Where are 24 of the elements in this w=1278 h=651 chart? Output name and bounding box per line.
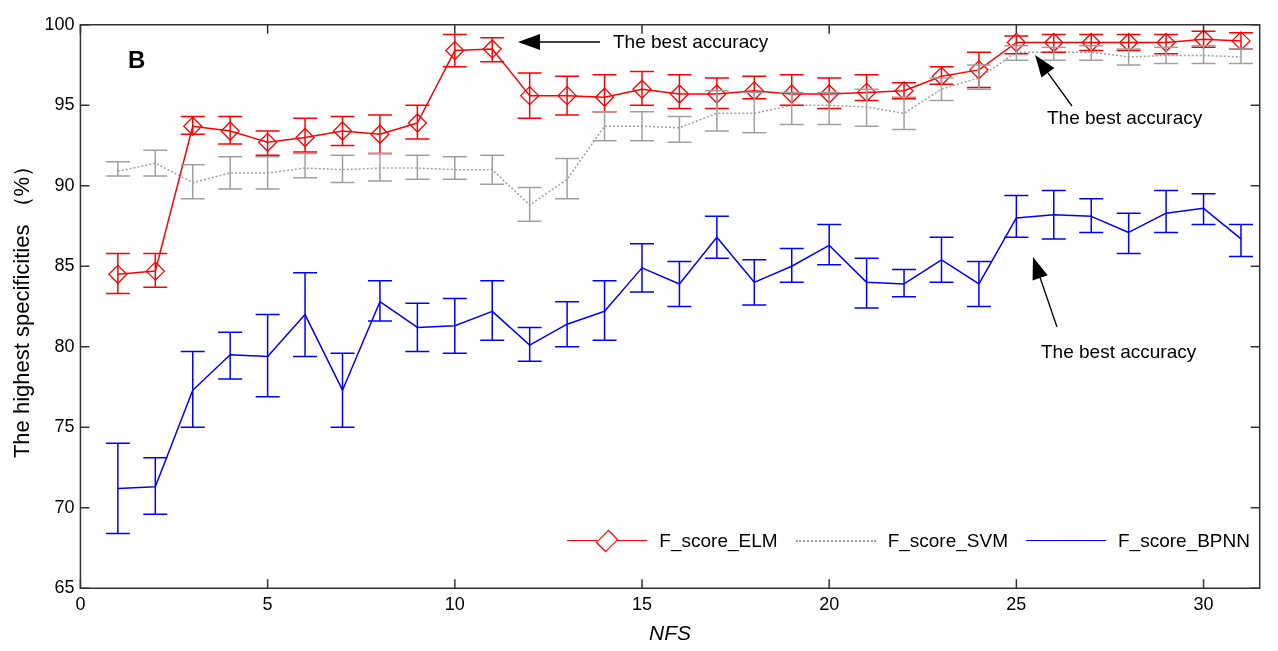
x-tick-label: 30 [1193, 593, 1214, 614]
y-axis-title: The highest specificities （%） [9, 154, 35, 459]
x-tick-label: 15 [631, 593, 652, 614]
legend-label: F_score_ELM [659, 530, 778, 552]
legend-label: F_score_BPNN [1118, 530, 1250, 552]
annotation: The best accuracy [613, 30, 769, 54]
x-tick-label: 0 [75, 593, 86, 614]
y-tick-label: 70 [54, 496, 75, 517]
y-tick-label: 85 [54, 255, 75, 276]
annotation: The best accuracy [1041, 340, 1197, 364]
x-axis-title: NFS [649, 621, 692, 645]
x-tick-label: 10 [444, 593, 465, 614]
legend-label: F_score_SVM [887, 530, 1008, 552]
x-tick-label: 25 [1006, 593, 1027, 614]
y-tick-label: 95 [54, 94, 75, 115]
x-tick-label: 5 [262, 593, 273, 614]
x-tick-label: 20 [819, 593, 840, 614]
y-tick-label: 75 [54, 416, 75, 437]
annotation: The best accuracy [1047, 106, 1203, 130]
y-tick-label: 65 [54, 577, 75, 598]
y-tick-label: 90 [54, 174, 75, 195]
text: B [128, 46, 146, 74]
y-tick-label: 100 [44, 13, 75, 34]
y-tick-label: 80 [54, 335, 75, 356]
